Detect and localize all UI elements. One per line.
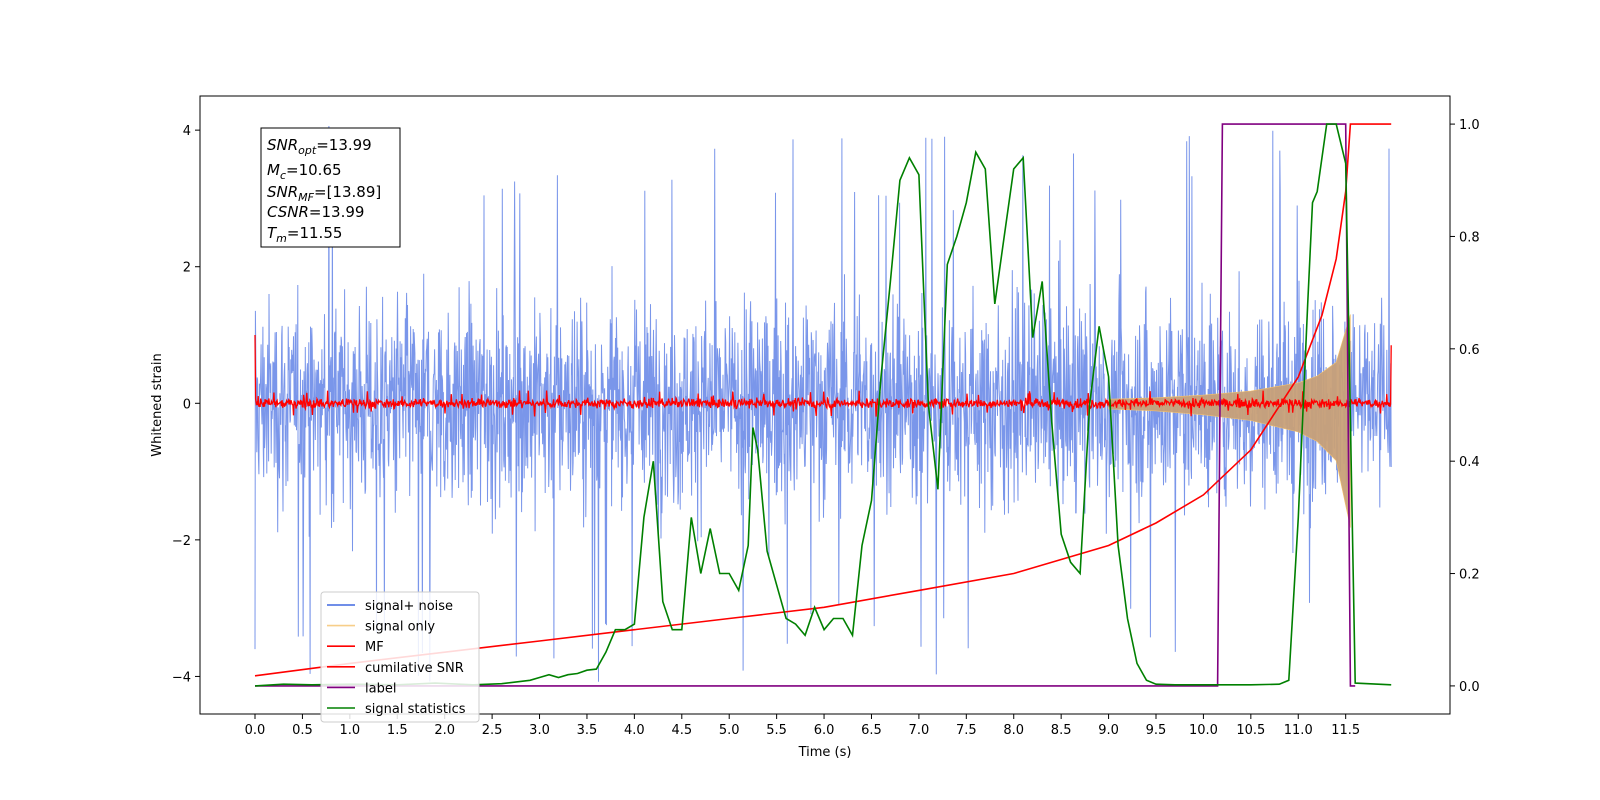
legend-label: label [365, 681, 396, 696]
signal-noise-layer [254, 125, 1392, 682]
legend-label: signal only [365, 620, 435, 635]
legend-label: signal statistics [365, 702, 466, 717]
legend-label: cumilative SNR [365, 661, 464, 676]
y2-tick-label: 0.2 [1459, 568, 1480, 583]
info-snr-mf-value: [13.89] [327, 183, 382, 201]
y2-tick-label: 0.4 [1459, 455, 1480, 470]
x-tick-label: 5.5 [766, 723, 787, 738]
x-tick-label: 2.0 [434, 723, 455, 738]
y2-axis-ticks: 0.0 0.2 0.4 0.6 0.8 1.0 [1450, 118, 1480, 695]
mf-layer [254, 334, 1392, 417]
x-tick-label: 3.0 [529, 723, 550, 738]
x-tick-label: 0.5 [292, 723, 313, 738]
info-mc-value: 10.65 [299, 161, 342, 179]
x-tick-label: 10.0 [1189, 723, 1218, 738]
y-tick-label: 2 [183, 261, 191, 276]
x-tick-label: 4.5 [671, 723, 692, 738]
y2-tick-label: 0.6 [1459, 343, 1480, 358]
x-tick-label: 7.0 [909, 723, 930, 738]
y-tick-label: 0 [183, 397, 191, 412]
x-tick-label: 7.5 [956, 723, 977, 738]
y2-tick-label: 1.0 [1459, 118, 1480, 133]
label-line [255, 123, 1356, 687]
signal-noise-line [254, 125, 1392, 682]
info-snr-opt-value: 13.99 [329, 136, 372, 154]
x-tick-label: 5.0 [719, 723, 740, 738]
legend-label: signal+ noise [365, 599, 453, 614]
info-box-frame [260, 127, 401, 248]
x-tick-label: 10.5 [1236, 723, 1265, 738]
legend-label: MF [365, 640, 384, 655]
info-tm: Tm=11.55 [267, 224, 342, 245]
signal-statistics-line [254, 123, 1392, 687]
y-tick-label: −2 [172, 534, 191, 549]
x-tick-label: 0.0 [245, 723, 266, 738]
legend-frame [320, 591, 480, 723]
lines-layer [254, 123, 1392, 687]
x-tick-label: 3.5 [577, 723, 598, 738]
x-tick-label: 6.5 [861, 723, 882, 738]
info-tm-value: 11.55 [299, 224, 342, 242]
axes-frame [199, 95, 1451, 715]
mf-line [254, 334, 1392, 417]
y-tick-label: 4 [183, 124, 191, 139]
x-axis-ticks: 0.0 0.5 1.0 1.5 2.0 2.5 3.0 3.5 4.0 4.5 5.0 5.5 6.0 6… [245, 714, 1360, 738]
x-tick-label: 11.5 [1331, 723, 1360, 738]
y-axis-label: Whitened strain [150, 353, 165, 456]
info-mc: Mc=10.65 [267, 161, 342, 182]
y-axis-ticks: −4 −2 0 2 4 [172, 124, 200, 685]
y2-tick-label: 0.8 [1459, 230, 1480, 245]
info-box: SNRopt=13.99 Mc=10.65 SNRMF=[13.89] CSNR… [260, 127, 401, 248]
x-tick-label: 1.0 [340, 723, 361, 738]
y2-tick-label: 0.0 [1459, 680, 1480, 695]
info-csnr-value: 13.99 [322, 203, 365, 221]
x-tick-label: 11.0 [1284, 723, 1313, 738]
y-tick-label: −4 [172, 670, 191, 685]
cumulative-snr-line [254, 123, 1392, 677]
x-axis-label: Time (s) [798, 745, 852, 760]
x-tick-label: 4.0 [624, 723, 645, 738]
x-tick-label: 8.5 [1051, 723, 1072, 738]
legend: signal+ noise signal only MF cumilative SNR… [320, 591, 480, 723]
x-tick-label: 2.5 [482, 723, 503, 738]
info-snr-mf: SNRMF=[13.89] [267, 183, 381, 204]
info-snr-opt: SNRopt=13.99 [267, 136, 372, 157]
x-tick-label: 1.5 [387, 723, 408, 738]
info-csnr: CSNR=13.99 [267, 203, 364, 221]
x-tick-label: 6.0 [814, 723, 835, 738]
x-tick-label: 9.0 [1098, 723, 1119, 738]
x-tick-label: 9.5 [1146, 723, 1167, 738]
x-tick-label: 8.0 [1003, 723, 1024, 738]
